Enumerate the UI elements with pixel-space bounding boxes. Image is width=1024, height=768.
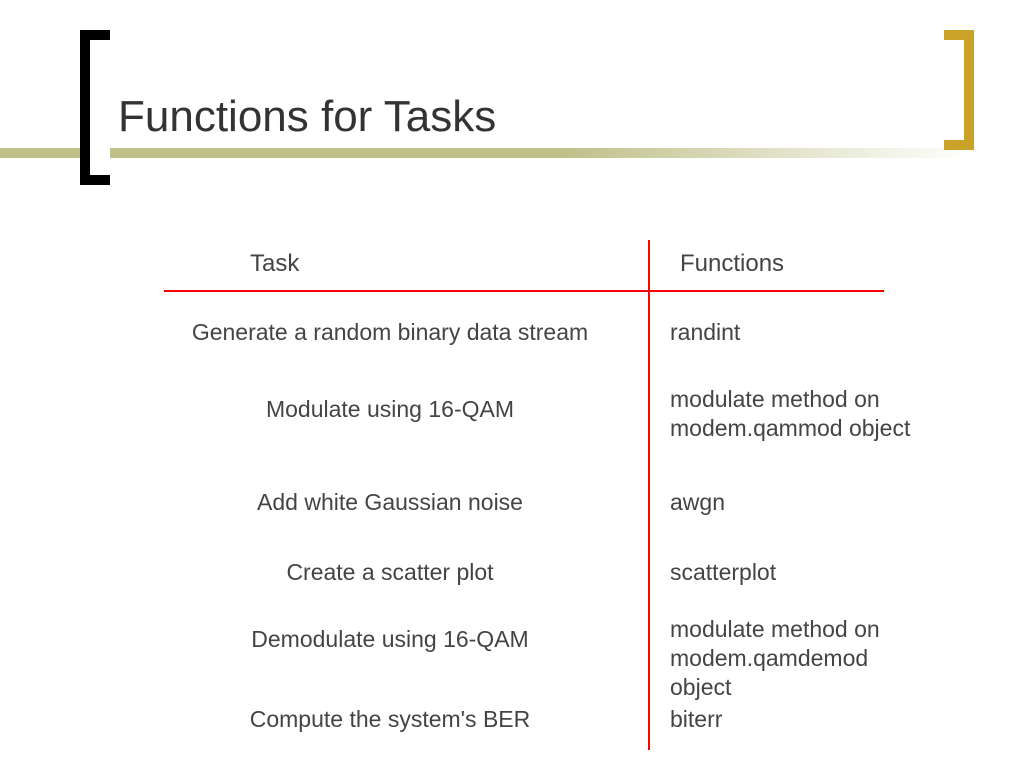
table-vertical-divider: [648, 240, 650, 750]
task-cell: Add white Gaussian noise: [150, 488, 630, 517]
function-cell: scatterplot: [670, 558, 930, 587]
task-cell: Create a scatter plot: [150, 558, 630, 587]
task-cell: Demodulate using 16-QAM: [150, 625, 630, 654]
slide-title: Functions for Tasks: [118, 92, 496, 142]
function-cell: modulate method on modem.qamdemod object: [670, 615, 930, 701]
task-cell: Compute the system's BER: [150, 705, 630, 734]
header-functions: Functions: [680, 250, 784, 278]
task-cell: Generate a random binary data stream: [150, 318, 630, 347]
function-cell: awgn: [670, 488, 930, 517]
table-region: Task Functions Generate a random binary …: [150, 240, 910, 750]
table-header-divider: [164, 290, 884, 292]
left-bracket-decor: [80, 30, 110, 185]
task-cell: Modulate using 16-QAM: [150, 395, 630, 424]
header-task: Task: [250, 250, 299, 278]
right-bracket-decor: [944, 30, 974, 150]
function-cell: modulate method on modem.qammod object: [670, 385, 930, 443]
function-cell: randint: [670, 318, 930, 347]
title-underline: [0, 148, 1024, 158]
function-cell: biterr: [670, 705, 930, 734]
